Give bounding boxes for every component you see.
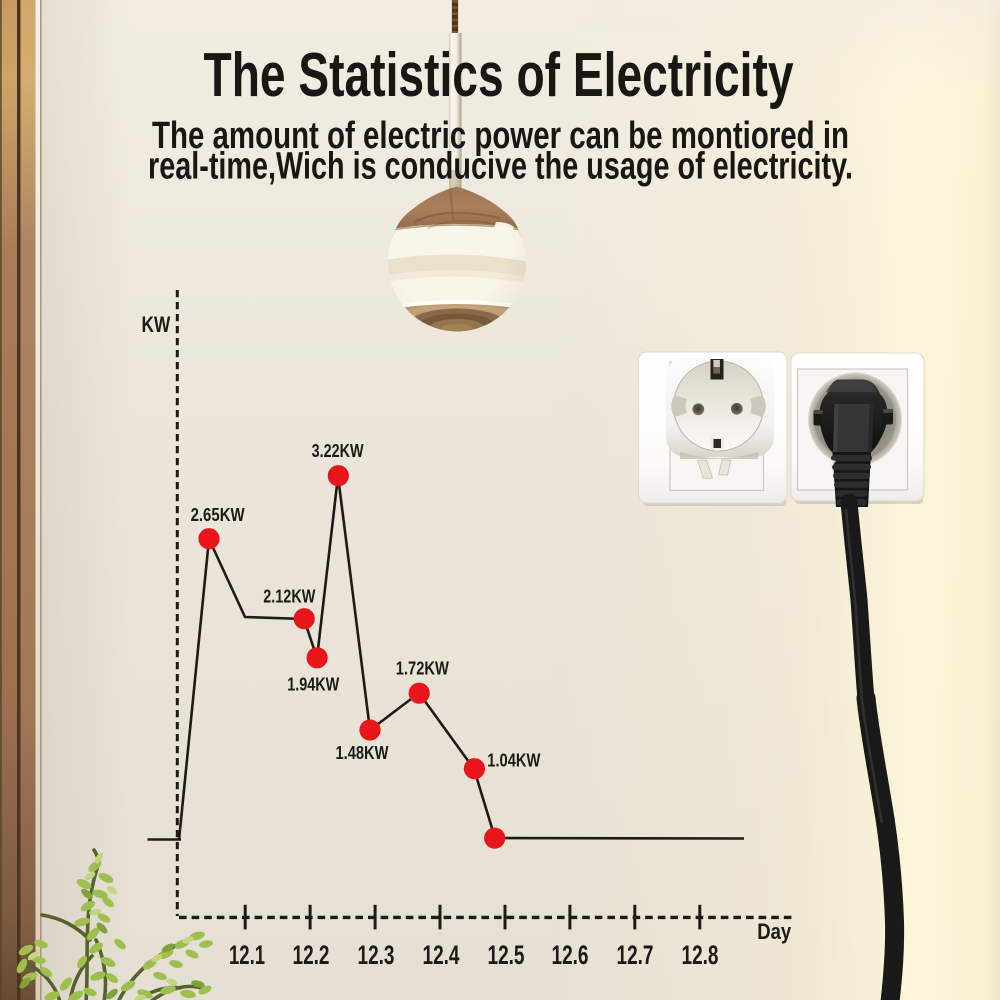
svg-text:1.94KW: 1.94KW <box>287 674 339 695</box>
svg-text:12.1: 12.1 <box>229 940 265 970</box>
svg-text:12.6: 12.6 <box>552 940 589 970</box>
svg-text:1.72KW: 1.72KW <box>396 657 449 678</box>
svg-text:The amount of electric power c: The amount of electric power can be mont… <box>152 115 849 157</box>
svg-text:12.3: 12.3 <box>358 940 395 970</box>
svg-text:The Statistics of Electricity: The Statistics of Electricity <box>204 41 794 110</box>
svg-text:2.65KW: 2.65KW <box>191 504 245 525</box>
svg-text:real-time,Wich is conducive th: real-time,Wich is conducive the usage of… <box>148 146 853 188</box>
svg-text:Day: Day <box>757 919 792 944</box>
svg-text:12.7: 12.7 <box>617 940 654 970</box>
svg-text:1.04KW: 1.04KW <box>487 749 540 770</box>
svg-text:KW: KW <box>142 312 171 337</box>
svg-text:3.22KW: 3.22KW <box>312 440 364 461</box>
svg-text:12.4: 12.4 <box>423 940 460 970</box>
svg-text:1.48KW: 1.48KW <box>336 742 389 763</box>
svg-text:2.12KW: 2.12KW <box>263 586 315 607</box>
svg-text:12.5: 12.5 <box>488 940 525 970</box>
svg-text:12.2: 12.2 <box>293 940 330 970</box>
svg-text:12.8: 12.8 <box>682 940 719 970</box>
